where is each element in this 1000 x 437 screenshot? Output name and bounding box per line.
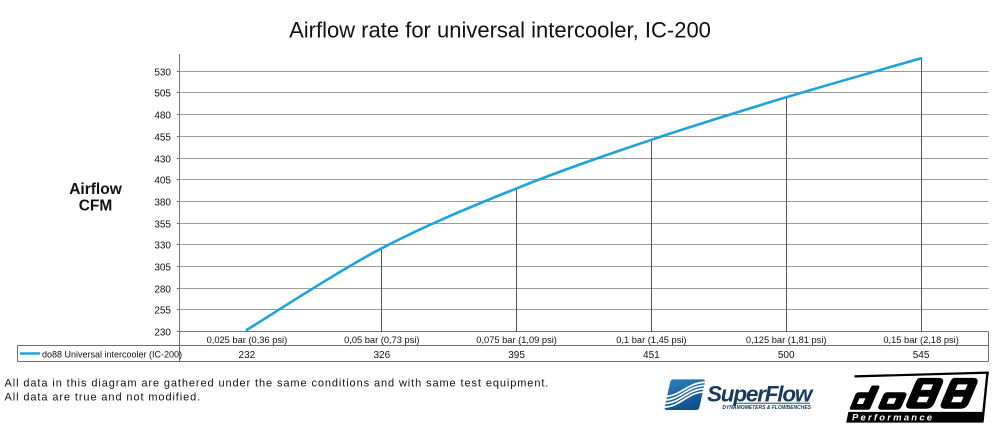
svg-text:0,1 bar (1,45 psi): 0,1 bar (1,45 psi) — [616, 335, 686, 345]
svg-text:Airflow rate for universal int: Airflow rate for universal intercooler, … — [289, 18, 711, 43]
svg-text:Airflow: Airflow — [69, 181, 122, 198]
svg-text:SuperFlow: SuperFlow — [707, 382, 814, 407]
svg-text:480: 480 — [154, 111, 171, 122]
svg-text:505: 505 — [154, 89, 171, 100]
svg-text:0,15 bar (2,18 psi): 0,15 bar (2,18 psi) — [883, 335, 958, 345]
svg-text:355: 355 — [154, 220, 171, 231]
svg-text:All data in this diagram are g: All data in this diagram are gathered un… — [5, 378, 550, 390]
svg-text:405: 405 — [154, 176, 171, 187]
svg-text:500: 500 — [778, 350, 795, 361]
svg-text:380: 380 — [154, 198, 171, 209]
svg-text:545: 545 — [913, 350, 930, 361]
svg-text:530: 530 — [154, 68, 171, 79]
svg-text:430: 430 — [154, 155, 171, 166]
svg-text:255: 255 — [154, 306, 171, 317]
svg-text:232: 232 — [239, 350, 256, 361]
svg-text:0,125 bar (1,81 psi): 0,125 bar (1,81 psi) — [746, 335, 827, 345]
svg-text:326: 326 — [373, 350, 390, 361]
svg-text:All data are true and not modi: All data are true and not modified. — [5, 392, 202, 404]
svg-text:305: 305 — [154, 263, 171, 274]
svg-text:DYNAMOMETERS & FLOWBENCHES: DYNAMOMETERS & FLOWBENCHES — [722, 405, 811, 411]
svg-text:395: 395 — [508, 350, 525, 361]
svg-text:0,075 bar (1,09 psi): 0,075 bar (1,09 psi) — [476, 335, 557, 345]
svg-text:do88 Universal intercooler (IC: do88 Universal intercooler (IC-200) — [42, 350, 182, 360]
svg-text:CFM: CFM — [79, 197, 113, 214]
svg-text:451: 451 — [643, 350, 660, 361]
svg-text:Performance: Performance — [852, 413, 934, 424]
svg-text:230: 230 — [154, 328, 171, 339]
svg-text:455: 455 — [154, 133, 171, 144]
svg-text:0,025 bar (0,36 psi): 0,025 bar (0,36 psi) — [207, 335, 288, 345]
svg-text:0,05 bar (0,73 psi): 0,05 bar (0,73 psi) — [344, 335, 419, 345]
svg-text:280: 280 — [154, 285, 171, 296]
svg-text:330: 330 — [154, 241, 171, 252]
